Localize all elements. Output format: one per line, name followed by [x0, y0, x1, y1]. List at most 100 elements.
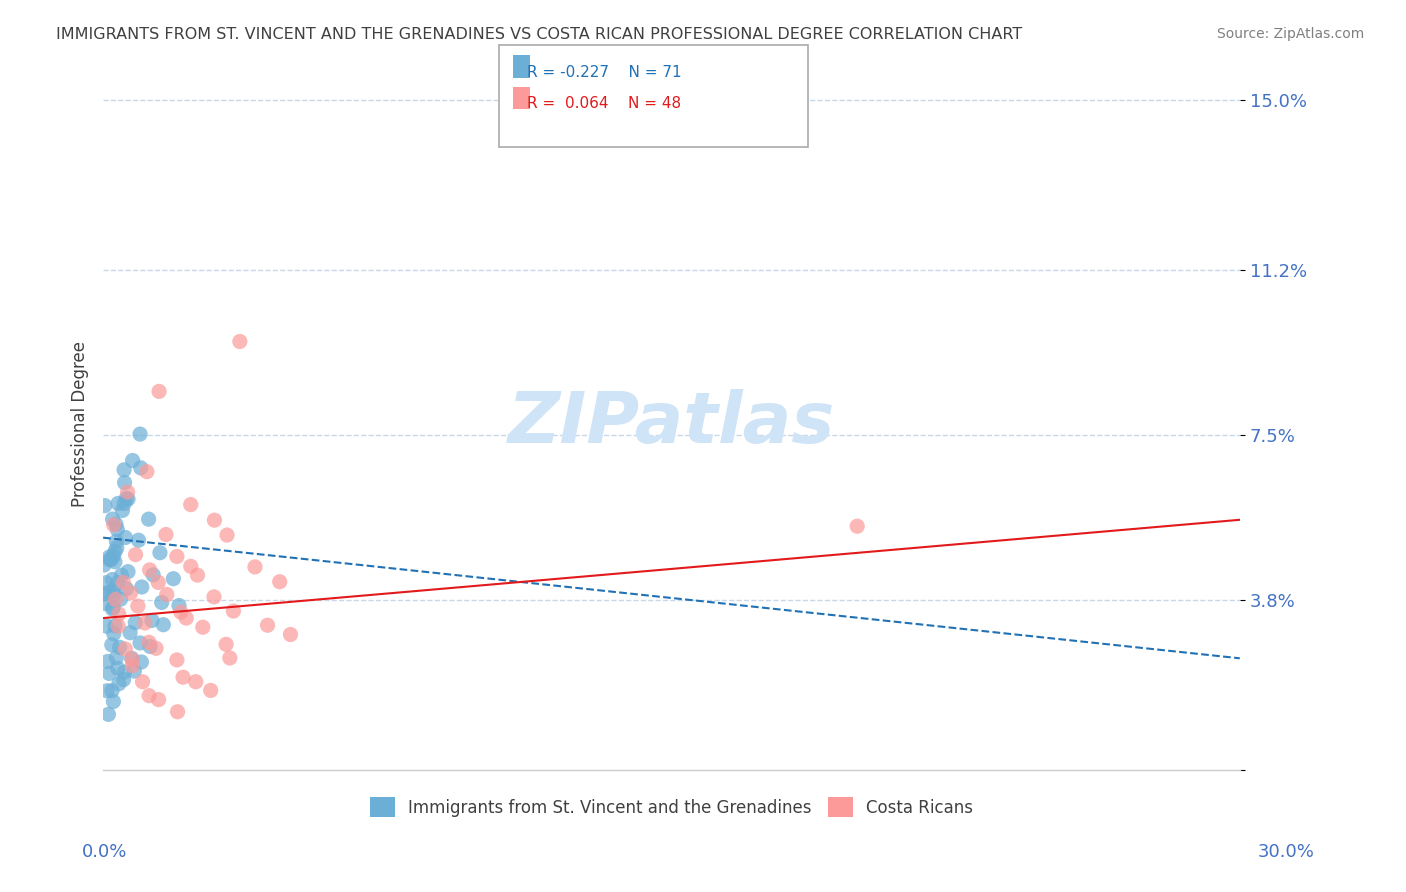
blue	[101, 638, 124, 652]
pink	[138, 689, 160, 703]
blue	[129, 636, 152, 650]
blue	[141, 614, 163, 628]
blue	[124, 615, 146, 630]
Text: 30.0%: 30.0%	[1258, 843, 1315, 861]
blue	[101, 512, 124, 526]
blue	[94, 597, 117, 611]
blue	[103, 694, 125, 708]
pink	[145, 641, 167, 656]
blue	[138, 512, 160, 526]
pink	[117, 485, 139, 500]
blue	[105, 523, 128, 537]
pink	[148, 384, 170, 399]
Text: IMMIGRANTS FROM ST. VINCENT AND THE GRENADINES VS COSTA RICAN PROFESSIONAL DEGRE: IMMIGRANTS FROM ST. VINCENT AND THE GREN…	[56, 27, 1022, 42]
blue	[98, 666, 121, 681]
pink	[114, 642, 136, 657]
blue	[103, 588, 125, 602]
blue	[104, 544, 127, 558]
pink	[269, 574, 291, 589]
pink	[280, 627, 302, 641]
blue	[167, 599, 190, 613]
blue	[104, 619, 127, 633]
pink	[222, 604, 245, 618]
blue	[110, 592, 132, 607]
pink	[174, 611, 197, 625]
pink	[229, 334, 252, 349]
blue	[100, 552, 122, 566]
pink	[107, 619, 129, 633]
pink	[186, 568, 208, 582]
blue	[107, 575, 129, 590]
blue	[107, 661, 129, 675]
blue	[105, 650, 128, 665]
pink	[200, 683, 222, 698]
blue	[101, 602, 124, 616]
pink	[155, 527, 177, 541]
pink	[156, 587, 179, 601]
blue	[112, 463, 135, 477]
pink	[218, 651, 240, 665]
blue	[101, 584, 124, 599]
blue	[129, 427, 152, 442]
blue	[105, 534, 128, 549]
blue	[149, 546, 172, 560]
blue	[121, 651, 143, 665]
pink	[170, 605, 193, 619]
blue	[139, 640, 162, 654]
blue	[110, 568, 132, 582]
blue	[131, 655, 153, 669]
blue	[112, 673, 135, 687]
blue	[97, 707, 120, 722]
pink	[138, 563, 160, 577]
blue	[104, 555, 127, 569]
Text: Source: ZipAtlas.com: Source: ZipAtlas.com	[1216, 27, 1364, 41]
blue	[103, 626, 125, 640]
blue	[96, 619, 118, 633]
pink	[120, 586, 142, 600]
pink	[166, 549, 188, 564]
pink	[202, 590, 225, 604]
blue	[101, 573, 124, 587]
blue	[112, 665, 135, 680]
blue	[150, 595, 173, 609]
blue	[96, 683, 118, 698]
blue	[114, 531, 136, 545]
pink	[215, 528, 238, 542]
blue	[112, 496, 135, 510]
Text: 0.0%: 0.0%	[82, 843, 127, 861]
pink	[138, 635, 160, 649]
pink	[134, 615, 156, 630]
blue	[97, 585, 120, 599]
blue	[98, 553, 121, 567]
blue	[103, 549, 125, 563]
pink	[104, 592, 127, 607]
pink	[124, 548, 146, 562]
blue	[142, 567, 165, 582]
blue	[121, 453, 143, 467]
pink	[148, 692, 170, 706]
pink	[180, 498, 202, 512]
pink	[191, 620, 214, 634]
pink	[166, 705, 188, 719]
pink	[121, 652, 143, 666]
pink	[215, 637, 238, 651]
blue	[128, 533, 150, 548]
blue	[108, 676, 131, 690]
blue	[162, 572, 184, 586]
blue	[98, 549, 121, 564]
Legend: Immigrants from St. Vincent and the Grenadines, Costa Ricans: Immigrants from St. Vincent and the Gren…	[363, 790, 980, 824]
blue	[108, 640, 131, 655]
pink	[131, 674, 153, 689]
blue	[131, 580, 153, 594]
blue	[94, 499, 117, 513]
pink	[135, 465, 157, 479]
pink	[243, 560, 266, 574]
blue	[101, 683, 124, 698]
blue	[117, 565, 139, 579]
blue	[115, 491, 138, 506]
pink	[256, 618, 278, 632]
Text: R = -0.227    N = 71: R = -0.227 N = 71	[527, 65, 682, 80]
blue	[101, 600, 124, 615]
blue	[115, 582, 138, 596]
pink	[184, 674, 207, 689]
